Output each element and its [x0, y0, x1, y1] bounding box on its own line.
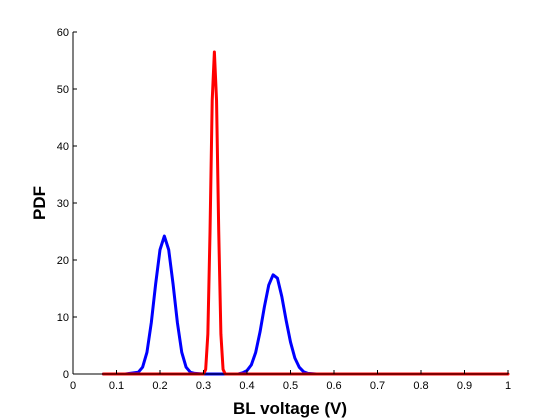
y-tick-label: 0 [63, 369, 69, 381]
x-tick-label: 0.4 [239, 380, 254, 392]
y-tick-label: 50 [57, 84, 69, 96]
axes-box [73, 32, 508, 374]
x-ticks: 0 0.1 0.2 0.3 0.4 0.5 0.6 0.7 0.8 0.9 1 [70, 370, 511, 392]
x-tick-label: 0.6 [326, 380, 341, 392]
y-tick-label: 20 [57, 255, 69, 267]
x-tick-label: 0.5 [283, 380, 298, 392]
x-tick-label: 0.7 [370, 380, 385, 392]
y-tick-label: 30 [57, 198, 69, 210]
plot-area: 0 0.1 0.2 0.3 0.4 0.5 0.6 0.7 0.8 0.9 1 0 10 20 30 40 5… [57, 27, 511, 392]
x-tick-label: 0.9 [457, 380, 472, 392]
x-tick-label: 1 [505, 380, 511, 392]
x-tick-label: 0.8 [413, 380, 428, 392]
y-tick-label: 40 [57, 141, 69, 153]
x-tick-label: 0 [70, 380, 76, 392]
x-axis-label: BL voltage (V) [233, 399, 347, 418]
y-tick-label: 10 [57, 312, 69, 324]
y-tick-label: 60 [57, 27, 69, 39]
y-axis-label: PDF [30, 186, 49, 220]
x-tick-label: 0.2 [152, 380, 167, 392]
series-line-1 [101, 50, 510, 376]
y-ticks: 0 10 20 30 40 50 60 [57, 27, 77, 381]
x-tick-label: 0.1 [109, 380, 124, 392]
x-tick-label: 0.3 [196, 380, 211, 392]
